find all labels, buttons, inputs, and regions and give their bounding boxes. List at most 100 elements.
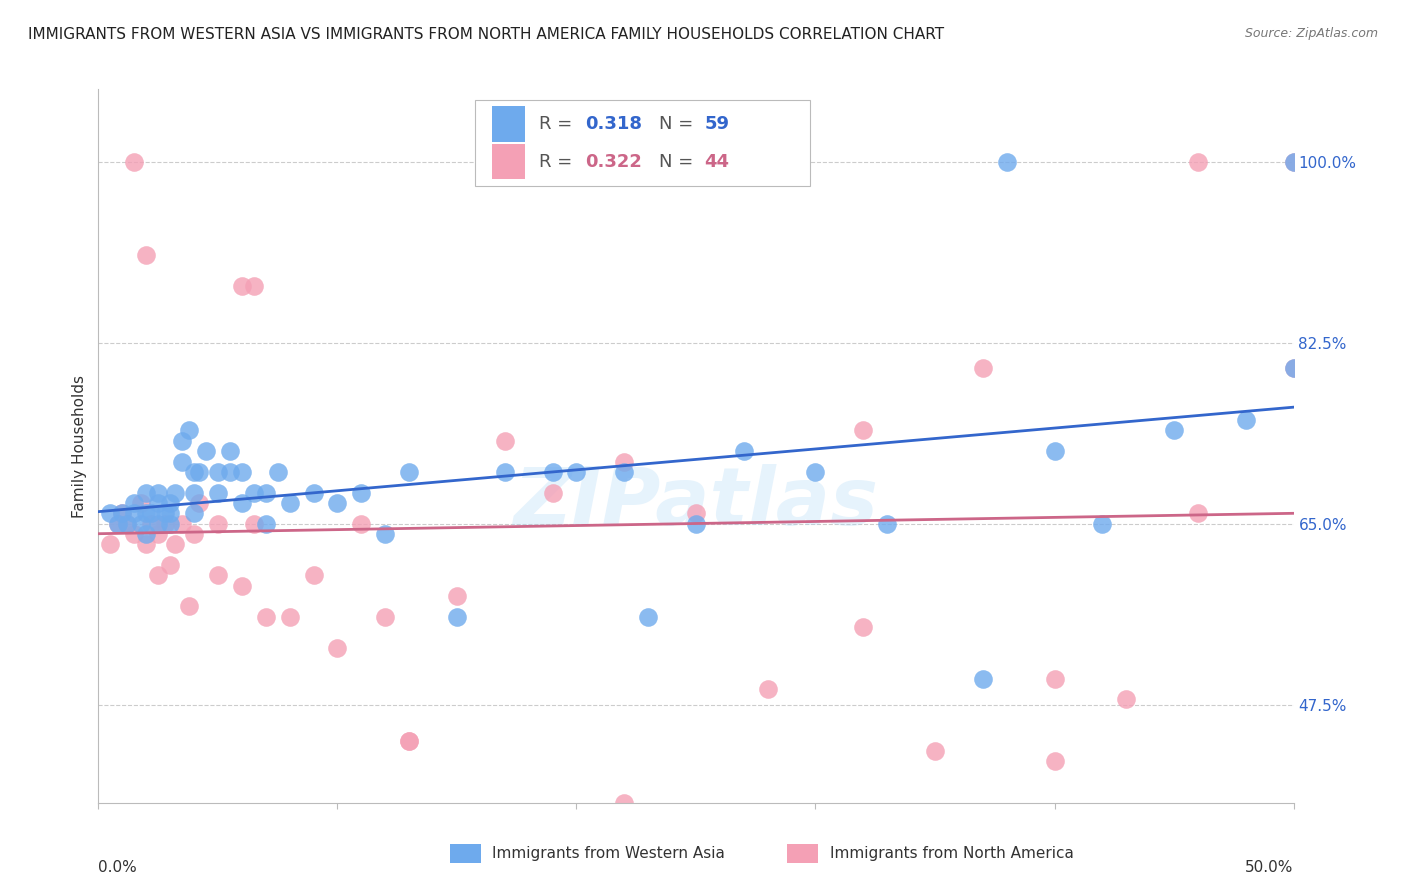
Point xyxy=(446,609,468,624)
Point xyxy=(139,506,162,520)
Point xyxy=(326,496,349,510)
Point xyxy=(155,506,177,520)
Point xyxy=(172,516,194,531)
Point xyxy=(163,485,186,500)
Point xyxy=(1282,361,1305,376)
Point xyxy=(159,496,181,510)
Point xyxy=(398,465,420,479)
Point xyxy=(115,516,138,531)
Text: 59: 59 xyxy=(704,115,730,133)
Point xyxy=(350,516,373,531)
Point xyxy=(135,485,157,500)
Point xyxy=(278,496,301,510)
Point xyxy=(1234,413,1257,427)
Point xyxy=(98,537,122,551)
Point xyxy=(131,496,153,510)
Text: Immigrants from Western Asia: Immigrants from Western Asia xyxy=(492,847,725,861)
Point xyxy=(207,485,229,500)
Point xyxy=(637,609,659,624)
Point xyxy=(107,516,129,531)
Point xyxy=(183,465,205,479)
Point xyxy=(685,506,707,520)
Point xyxy=(148,527,170,541)
Point xyxy=(1115,692,1137,706)
Point xyxy=(1043,755,1066,769)
FancyBboxPatch shape xyxy=(492,144,524,179)
Point xyxy=(183,527,205,541)
Point xyxy=(613,796,636,810)
Text: 50.0%: 50.0% xyxy=(1246,860,1294,875)
Point xyxy=(111,506,134,520)
FancyBboxPatch shape xyxy=(475,100,810,186)
Point xyxy=(183,485,205,500)
Point xyxy=(1043,672,1066,686)
Point xyxy=(148,496,170,510)
Point xyxy=(852,424,875,438)
Point xyxy=(1163,424,1185,438)
Point xyxy=(207,568,229,582)
Text: N =: N = xyxy=(659,115,699,133)
Point xyxy=(852,620,875,634)
Text: Immigrants from North America: Immigrants from North America xyxy=(830,847,1073,861)
Point xyxy=(733,444,755,458)
Point xyxy=(302,485,325,500)
Text: 44: 44 xyxy=(704,153,730,170)
Point xyxy=(1091,516,1114,531)
Text: Source: ZipAtlas.com: Source: ZipAtlas.com xyxy=(1244,27,1378,40)
Point xyxy=(924,744,946,758)
Text: ZIPatlas: ZIPatlas xyxy=(513,464,879,542)
Point xyxy=(124,527,146,541)
Point xyxy=(446,589,468,603)
Point xyxy=(187,465,209,479)
Point xyxy=(613,454,636,468)
Point xyxy=(685,516,707,531)
Point xyxy=(172,454,194,468)
Point xyxy=(207,465,229,479)
Point xyxy=(163,537,186,551)
Point xyxy=(302,568,325,582)
Point xyxy=(278,609,301,624)
Point xyxy=(398,733,420,747)
Point xyxy=(350,485,373,500)
Point xyxy=(115,516,138,531)
Point xyxy=(995,154,1018,169)
Point xyxy=(159,506,181,520)
Point xyxy=(1187,154,1209,169)
Point xyxy=(107,516,129,531)
Point xyxy=(172,434,194,448)
Text: 0.318: 0.318 xyxy=(585,115,641,133)
Point xyxy=(565,465,588,479)
Point xyxy=(254,516,277,531)
Point xyxy=(139,516,162,531)
Point xyxy=(231,465,253,479)
Point xyxy=(135,527,157,541)
Point xyxy=(494,434,516,448)
Point xyxy=(179,599,201,614)
Point xyxy=(207,516,229,531)
Point xyxy=(398,733,420,747)
Point xyxy=(124,496,146,510)
Point xyxy=(374,609,396,624)
Point xyxy=(131,516,153,531)
Point xyxy=(243,278,266,293)
Point xyxy=(613,465,636,479)
Point xyxy=(135,506,157,520)
Point xyxy=(231,496,253,510)
Point xyxy=(111,506,134,520)
Point xyxy=(183,506,205,520)
Point xyxy=(159,558,181,572)
Point xyxy=(155,516,177,531)
Point xyxy=(159,516,181,531)
FancyBboxPatch shape xyxy=(492,106,524,142)
Y-axis label: Family Households: Family Households xyxy=(72,375,87,517)
Point xyxy=(756,681,779,696)
Text: IMMIGRANTS FROM WESTERN ASIA VS IMMIGRANTS FROM NORTH AMERICA FAMILY HOUSEHOLDS : IMMIGRANTS FROM WESTERN ASIA VS IMMIGRAN… xyxy=(28,27,945,42)
Text: N =: N = xyxy=(659,153,699,170)
Point xyxy=(972,672,994,686)
Point xyxy=(194,444,218,458)
Point xyxy=(541,485,564,500)
Point xyxy=(98,506,122,520)
Point xyxy=(231,579,253,593)
Point xyxy=(1282,154,1305,169)
Point xyxy=(148,516,170,531)
